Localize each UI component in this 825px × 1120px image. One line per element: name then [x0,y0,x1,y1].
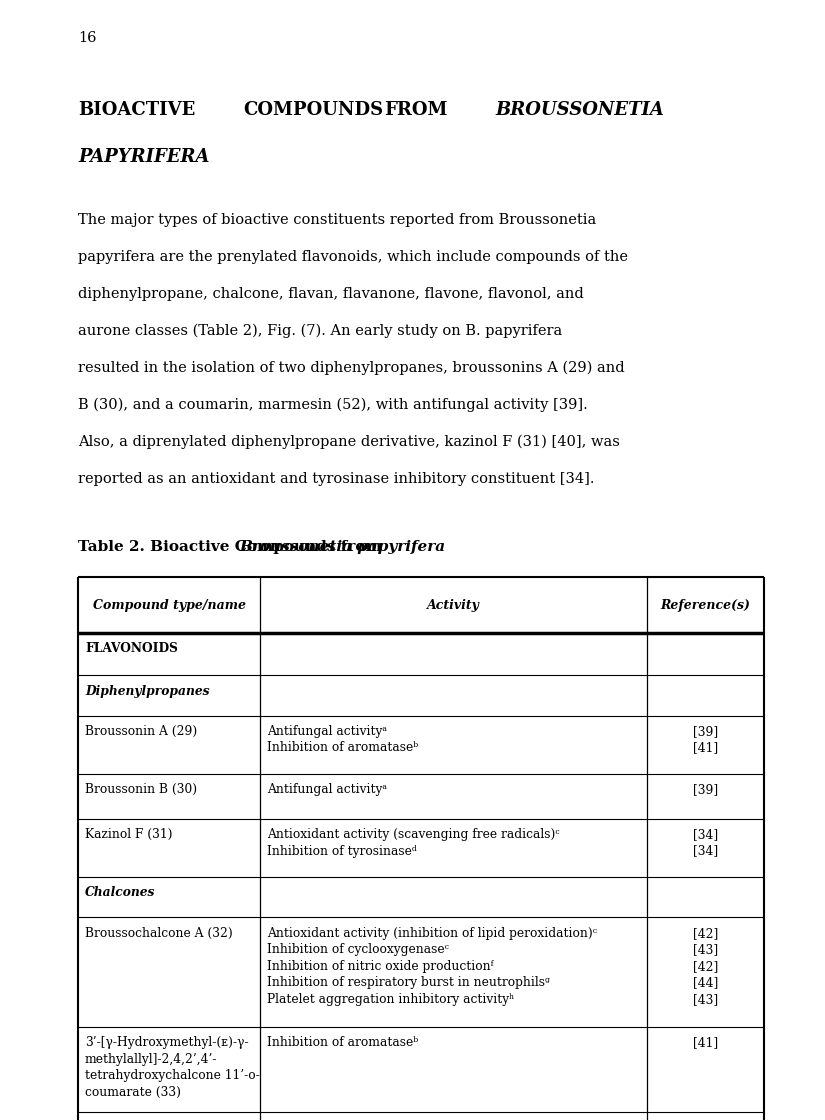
Text: resulted in the isolation of two diphenylpropanes, broussonins A (29) and: resulted in the isolation of two dipheny… [78,361,625,375]
Text: [39]
[41]: [39] [41] [692,725,718,754]
Text: Antifungal activityᵃ
Inhibition of aromataseᵇ: Antifungal activityᵃ Inhibition of aroma… [266,725,417,754]
Text: Broussonin B (30): Broussonin B (30) [85,783,197,796]
Text: [39]: [39] [692,783,718,796]
Text: FROM: FROM [384,101,447,119]
Text: COMPOUNDS: COMPOUNDS [243,101,384,119]
Text: Compound type/name: Compound type/name [92,598,246,612]
Text: Antioxidant activity (scavenging free radicals)ᶜ
Inhibition of tyrosinaseᵈ: Antioxidant activity (scavenging free ra… [266,828,559,857]
Text: Table 2. Bioactive Compounds from: Table 2. Bioactive Compounds from [78,540,387,553]
Text: Reference(s): Reference(s) [660,598,750,612]
Text: 16: 16 [78,31,97,45]
Text: 3’-[γ-Hydroxymethyl-(ᴇ)-γ-
methylallyl]-2,4,2’,4’-
tetrahydroxychalcone 11’-ᴏ-
c: 3’-[γ-Hydroxymethyl-(ᴇ)-γ- methylallyl]-… [85,1036,260,1099]
Text: Antifungal activityᵃ: Antifungal activityᵃ [266,783,386,796]
Text: [34]
[34]: [34] [34] [692,828,718,857]
Text: Activity: Activity [427,598,479,612]
Text: Inhibition of aromataseᵇ: Inhibition of aromataseᵇ [266,1036,417,1049]
Text: Also, a diprenylated diphenylpropane derivative, kazinol F (31) [40], was: Also, a diprenylated diphenylpropane der… [78,435,620,449]
Text: BIOACTIVE: BIOACTIVE [78,101,196,119]
Text: papyrifera are the prenylated flavonoids, which include compounds of the: papyrifera are the prenylated flavonoids… [78,250,628,263]
Text: [41]: [41] [692,1036,718,1049]
Text: B (30), and a coumarin, marmesin (52), with antifungal activity [39].: B (30), and a coumarin, marmesin (52), w… [78,398,587,412]
Text: BROUSSONETIA: BROUSSONETIA [495,101,664,119]
Text: Broussochalcone A (32): Broussochalcone A (32) [85,926,233,940]
Text: Chalcones: Chalcones [85,886,155,899]
Text: Diphenylpropanes: Diphenylpropanes [85,684,210,698]
Text: FLAVONOIDS: FLAVONOIDS [85,642,177,655]
Text: Antioxidant activity (inhibition of lipid peroxidation)ᶜ
Inhibition of cyclooxyg: Antioxidant activity (inhibition of lipi… [266,926,596,1006]
Text: [42]
[43]
[42]
[44]
[43]: [42] [43] [42] [44] [43] [692,926,718,1006]
Text: Broussonin A (29): Broussonin A (29) [85,725,197,738]
Text: reported as an antioxidant and tyrosinase inhibitory constituent [34].: reported as an antioxidant and tyrosinas… [78,472,595,485]
Text: aurone classes (Table 2), Fig. (7). An early study on B. papyrifera: aurone classes (Table 2), Fig. (7). An e… [78,324,563,338]
Text: Kazinol F (31): Kazinol F (31) [85,828,172,841]
Text: PAPYRIFERA: PAPYRIFERA [78,148,210,166]
Text: The major types of bioactive constituents reported from Broussonetia: The major types of bioactive constituent… [78,213,596,226]
Text: diphenylpropane, chalcone, flavan, flavanone, flavone, flavonol, and: diphenylpropane, chalcone, flavan, flava… [78,287,584,300]
Text: Broussonetia papyrifera: Broussonetia papyrifera [239,540,446,553]
